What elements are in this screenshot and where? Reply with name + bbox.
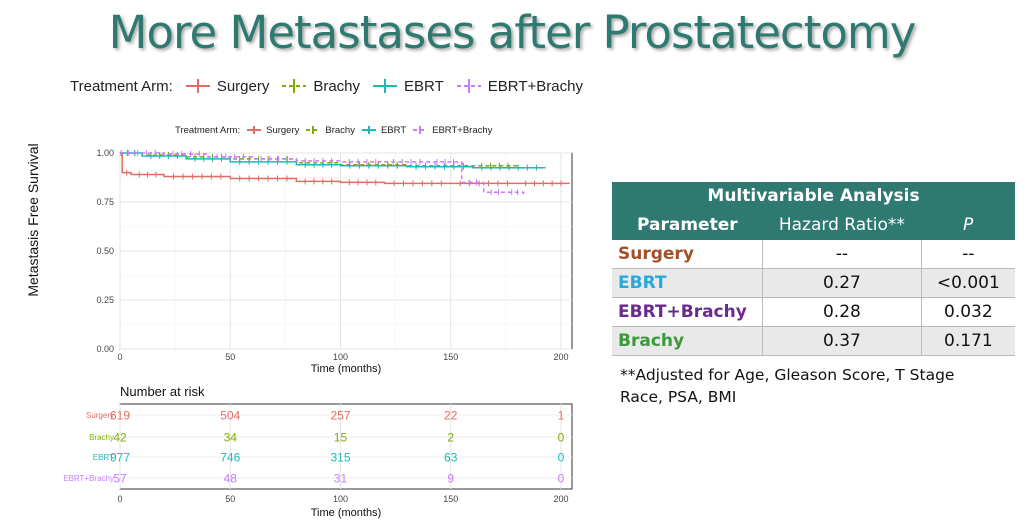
risk-value-ebrt: 977 bbox=[110, 451, 130, 465]
risk-value-surgery: 257 bbox=[330, 409, 350, 423]
mv-header-hr: Hazard Ratio** bbox=[762, 210, 922, 240]
mv-p: 0.171 bbox=[920, 326, 1015, 356]
risk-value-brachy: 2 bbox=[447, 431, 454, 445]
legend-swatch-ebrt bbox=[372, 77, 398, 95]
mv-header-parameter: Parameter bbox=[612, 210, 763, 240]
risk-x-tick-label: 200 bbox=[553, 494, 568, 504]
mv-hr: 0.37 bbox=[762, 326, 922, 356]
risk-x-tick-label: 150 bbox=[443, 494, 458, 504]
mv-row-brachy: Brachy 0.37 0.171 bbox=[612, 326, 1015, 356]
risk-value-brachy: 42 bbox=[113, 431, 127, 445]
risk-row-label-brachy: Brachy bbox=[89, 433, 114, 442]
risk-row-label-surgery: Surgery bbox=[86, 411, 114, 420]
legend-label-ebrt: EBRT bbox=[404, 77, 444, 95]
x-tick-label: 100 bbox=[333, 352, 348, 362]
mv-hr: 0.27 bbox=[762, 268, 922, 298]
legend-label-small-ebrt: EBRT bbox=[380, 124, 407, 136]
risk-row-label-ebrt: EBRT bbox=[93, 453, 114, 462]
mv-p: <0.001 bbox=[920, 268, 1015, 298]
legend-label-small-surgery: Surgery bbox=[266, 124, 300, 136]
mv-table-title: Multivariable Analysis bbox=[612, 182, 1015, 210]
risk-value-ebrt: 63 bbox=[444, 451, 458, 465]
km-curve-ebrt bbox=[120, 152, 546, 169]
legend-label-small-ebrt-brachy: EBRT+Brachy bbox=[432, 124, 493, 136]
multivariable-table: Multivariable Analysis Parameter Hazard … bbox=[612, 182, 1015, 356]
mv-p: 0.032 bbox=[920, 297, 1015, 327]
treatment-legend-large: Treatment Arm: Surgery Brachy EBRT EBRT+… bbox=[70, 77, 583, 95]
risk-value-surgery: 504 bbox=[220, 409, 240, 423]
risk-value-surgery: 619 bbox=[110, 409, 130, 423]
y-tick-label: 1.00 bbox=[96, 148, 114, 158]
footnote-line: Race, PSA, BMI bbox=[620, 388, 737, 406]
risk-value-ebrt-brachy: 31 bbox=[334, 472, 348, 486]
risk-value-ebrt-brachy: 0 bbox=[558, 472, 565, 486]
km-curve-surgery bbox=[120, 152, 570, 185]
mv-row-ebrt: EBRT 0.27 <0.001 bbox=[612, 268, 1015, 298]
y-tick-label: 0.50 bbox=[96, 246, 114, 256]
risk-value-brachy: 34 bbox=[224, 431, 238, 445]
mv-hr: -- bbox=[762, 240, 922, 269]
x-tick-label: 200 bbox=[553, 352, 568, 362]
mv-param: EBRT+Brachy bbox=[612, 297, 763, 327]
legend-swatch-small-ebrt-brachy bbox=[412, 124, 428, 136]
risk-value-surgery: 1 bbox=[558, 409, 565, 423]
legend-swatch-surgery bbox=[185, 77, 211, 95]
x-tick-label: 150 bbox=[443, 352, 458, 362]
mv-param: Brachy bbox=[612, 326, 763, 356]
risk-x-tick-label: 50 bbox=[225, 494, 235, 504]
mv-row-surgery: Surgery -- -- bbox=[612, 240, 1015, 269]
km-curve-ebrt-brachy bbox=[120, 152, 525, 195]
risk-value-ebrt-brachy: 57 bbox=[113, 472, 127, 486]
y-tick-label: 0.75 bbox=[96, 197, 114, 207]
mv-p: -- bbox=[920, 240, 1015, 269]
risk-value-ebrt-brachy: 9 bbox=[447, 472, 454, 486]
mv-footnote: **Adjusted for Age, Gleason Score, T Sta… bbox=[620, 364, 1015, 408]
legend-swatch-small-ebrt bbox=[361, 124, 377, 136]
risk-value-brachy: 15 bbox=[334, 431, 348, 445]
legend-label-surgery: Surgery bbox=[216, 77, 270, 95]
y-tick-label: 0.00 bbox=[96, 344, 114, 354]
risk-x-axis-label: Time (months) bbox=[311, 507, 382, 519]
legend-swatch-ebrt-brachy bbox=[456, 77, 482, 95]
legend-label-small-brachy: Brachy bbox=[325, 124, 355, 136]
risk-table-area bbox=[119, 403, 573, 490]
legend-swatch-small-brachy bbox=[305, 124, 321, 136]
mv-hr: 0.28 bbox=[762, 297, 922, 327]
footnote-line: **Adjusted for Age, Gleason Score, T Sta… bbox=[620, 366, 955, 384]
risk-value-ebrt-brachy: 48 bbox=[224, 472, 238, 486]
legend-title-small: Treatment Arm: bbox=[175, 124, 241, 136]
treatment-legend-small: Treatment Arm: Surgery Brachy EBRT EBRT+… bbox=[175, 124, 492, 136]
x-axis-label: Time (months) bbox=[311, 363, 382, 375]
mv-row-ebrt-brachy: EBRT+Brachy 0.28 0.032 bbox=[612, 297, 1015, 327]
legend-label-brachy: Brachy bbox=[313, 77, 361, 95]
x-tick-label: 0 bbox=[117, 352, 122, 362]
risk-row-label-ebrt-brachy: EBRT+Brachy bbox=[63, 474, 114, 483]
legend-label-ebrt-brachy: EBRT+Brachy bbox=[487, 77, 583, 95]
legend-swatch-small-surgery bbox=[246, 124, 262, 136]
risk-table-title: Number at risk bbox=[120, 384, 205, 399]
risk-x-tick-label: 100 bbox=[333, 494, 348, 504]
legend-title: Treatment Arm: bbox=[70, 77, 173, 95]
risk-value-brachy: 0 bbox=[558, 431, 565, 445]
slide-title: More Metastases after Prostatectomy bbox=[108, 6, 917, 59]
risk-value-ebrt: 315 bbox=[330, 451, 350, 465]
legend-swatch-brachy bbox=[281, 77, 307, 95]
risk-value-surgery: 22 bbox=[444, 409, 458, 423]
x-tick-label: 50 bbox=[225, 352, 235, 362]
risk-value-ebrt: 0 bbox=[558, 451, 565, 465]
risk-x-tick-label: 0 bbox=[117, 494, 122, 504]
mv-param: EBRT bbox=[612, 268, 763, 298]
mv-header-p: P bbox=[921, 210, 1015, 240]
y-tick-label: 0.25 bbox=[96, 295, 114, 305]
mv-param: Surgery bbox=[612, 240, 763, 269]
risk-value-ebrt: 746 bbox=[220, 451, 240, 465]
